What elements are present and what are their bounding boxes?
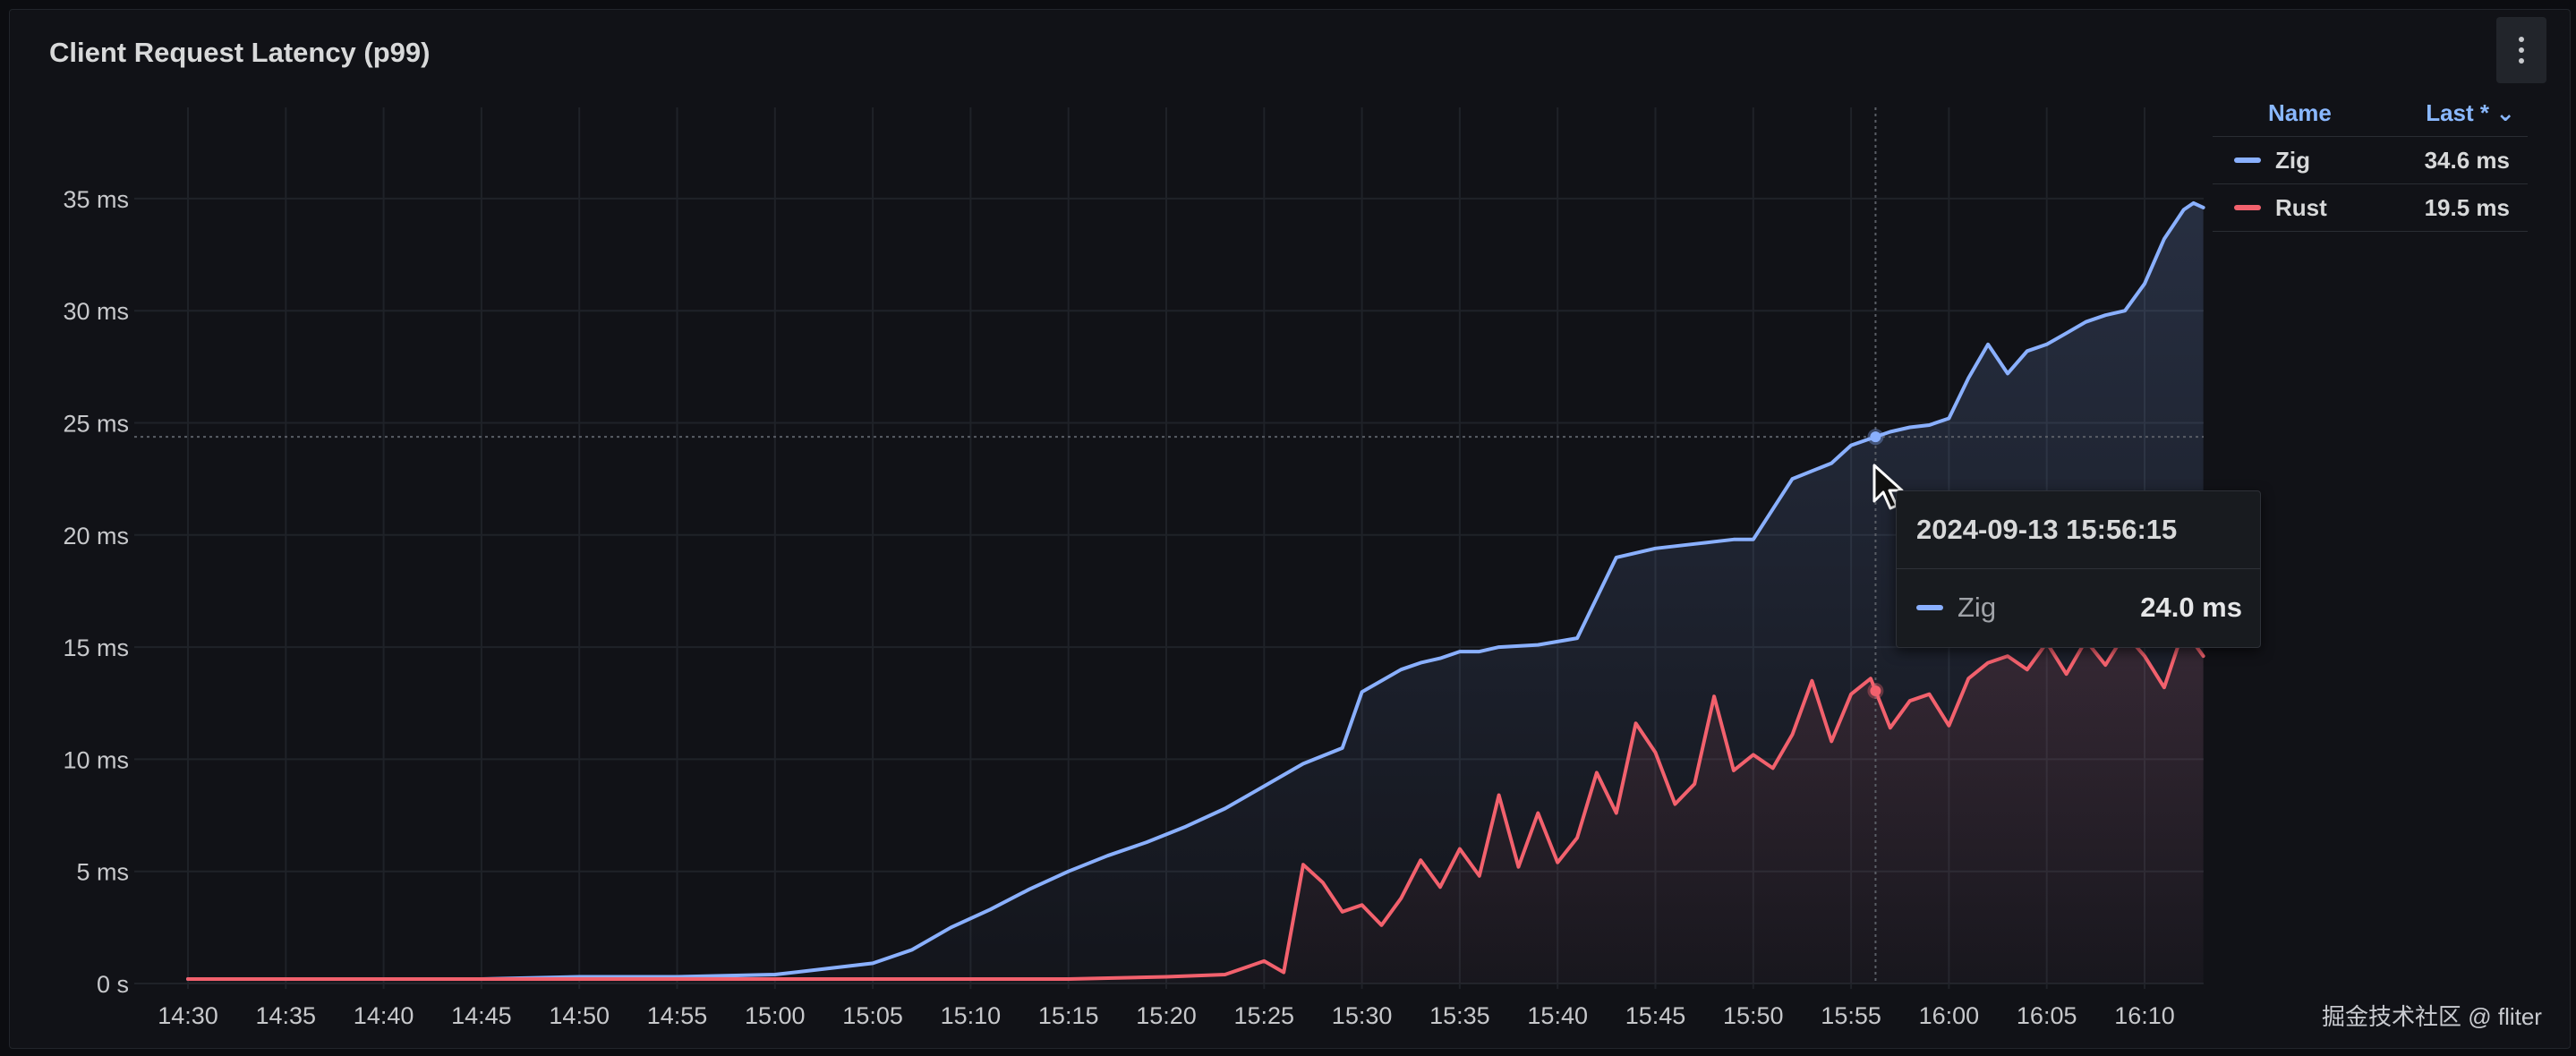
legend-header-last[interactable]: Last * ⌄ bbox=[2426, 98, 2515, 126]
x-tick-label: 16:05 bbox=[2017, 1002, 2077, 1029]
kebab-menu-icon bbox=[2519, 37, 2524, 64]
tooltip-timestamp: 2024-09-13 15:56:15 bbox=[1897, 491, 2260, 569]
x-tick-label: 16:10 bbox=[2114, 1002, 2175, 1029]
series-area-rust bbox=[188, 629, 2204, 984]
x-tick-label: 15:25 bbox=[1234, 1002, 1295, 1029]
panel-title: Client Request Latency (p99) bbox=[49, 37, 431, 68]
legend-header-name[interactable]: Name bbox=[2268, 98, 2332, 126]
x-tick-label: 15:00 bbox=[745, 1002, 806, 1029]
tooltip-series-name: Zig bbox=[1958, 592, 1997, 623]
tooltip-series-row: Zig 24.0 ms bbox=[1897, 569, 2260, 646]
hover-point-zig bbox=[1870, 431, 1881, 443]
series-line-zig bbox=[186, 200, 2205, 981]
x-tick-label: 15:55 bbox=[1821, 1002, 1881, 1029]
legend-table: Name Last * ⌄ Zig 34.6 ms Rust 19.5 ms bbox=[2213, 89, 2528, 232]
legend-swatch-rust bbox=[2234, 205, 2261, 210]
legend-series-last: 34.6 ms bbox=[2424, 146, 2510, 174]
legend-series-name: Zig bbox=[2275, 146, 2310, 174]
legend-series-name: Rust bbox=[2275, 193, 2327, 221]
y-tick-label: 25 ms bbox=[63, 411, 129, 438]
x-tick-label: 15:20 bbox=[1136, 1002, 1197, 1029]
x-tick-label: 14:40 bbox=[354, 1002, 414, 1029]
x-tick-label: 15:35 bbox=[1429, 1002, 1490, 1029]
x-tick-label: 15:30 bbox=[1332, 1002, 1393, 1029]
x-tick-label: 15:45 bbox=[1625, 1002, 1686, 1029]
legend-swatch-zig bbox=[2234, 158, 2261, 163]
y-tick-label: 20 ms bbox=[63, 523, 129, 549]
x-tick-label: 14:35 bbox=[256, 1002, 317, 1029]
x-tick-label: 14:45 bbox=[451, 1002, 512, 1029]
hover-tooltip: 2024-09-13 15:56:15 Zig 24.0 ms bbox=[1896, 490, 2261, 648]
x-tick-label: 15:15 bbox=[1038, 1002, 1099, 1029]
tooltip-swatch bbox=[1916, 605, 1943, 610]
x-tick-label: 14:30 bbox=[158, 1002, 218, 1029]
series-line-rust bbox=[186, 627, 2205, 981]
y-tick-label: 35 ms bbox=[63, 186, 129, 213]
x-tick-label: 15:10 bbox=[941, 1002, 1002, 1029]
y-tick-label: 15 ms bbox=[63, 634, 129, 661]
watermark: 掘金技术社区 @ fliter bbox=[2322, 1003, 2542, 1030]
tooltip-series-value: 24.0 ms bbox=[2140, 592, 2242, 623]
legend-row-zig[interactable]: Zig 34.6 ms bbox=[2213, 137, 2528, 184]
panel-menu-button[interactable] bbox=[2496, 17, 2546, 83]
x-tick-label: 16:00 bbox=[1919, 1002, 1980, 1029]
x-tick-label: 14:50 bbox=[549, 1002, 610, 1029]
x-tick-label: 14:55 bbox=[647, 1002, 708, 1029]
hover-point-rust bbox=[1870, 685, 1881, 696]
y-tick-label: 10 ms bbox=[63, 746, 129, 773]
y-tick-label: 0 s bbox=[97, 971, 129, 998]
x-tick-label: 15:50 bbox=[1723, 1002, 1784, 1029]
legend-series-last: 19.5 ms bbox=[2424, 193, 2510, 221]
x-tick-label: 15:40 bbox=[1527, 1002, 1588, 1029]
legend-row-rust[interactable]: Rust 19.5 ms bbox=[2213, 184, 2528, 232]
y-tick-label: 30 ms bbox=[63, 298, 129, 325]
x-tick-label: 15:05 bbox=[842, 1002, 903, 1029]
y-tick-label: 5 ms bbox=[76, 859, 129, 886]
legend-header: Name Last * ⌄ bbox=[2213, 89, 2528, 137]
